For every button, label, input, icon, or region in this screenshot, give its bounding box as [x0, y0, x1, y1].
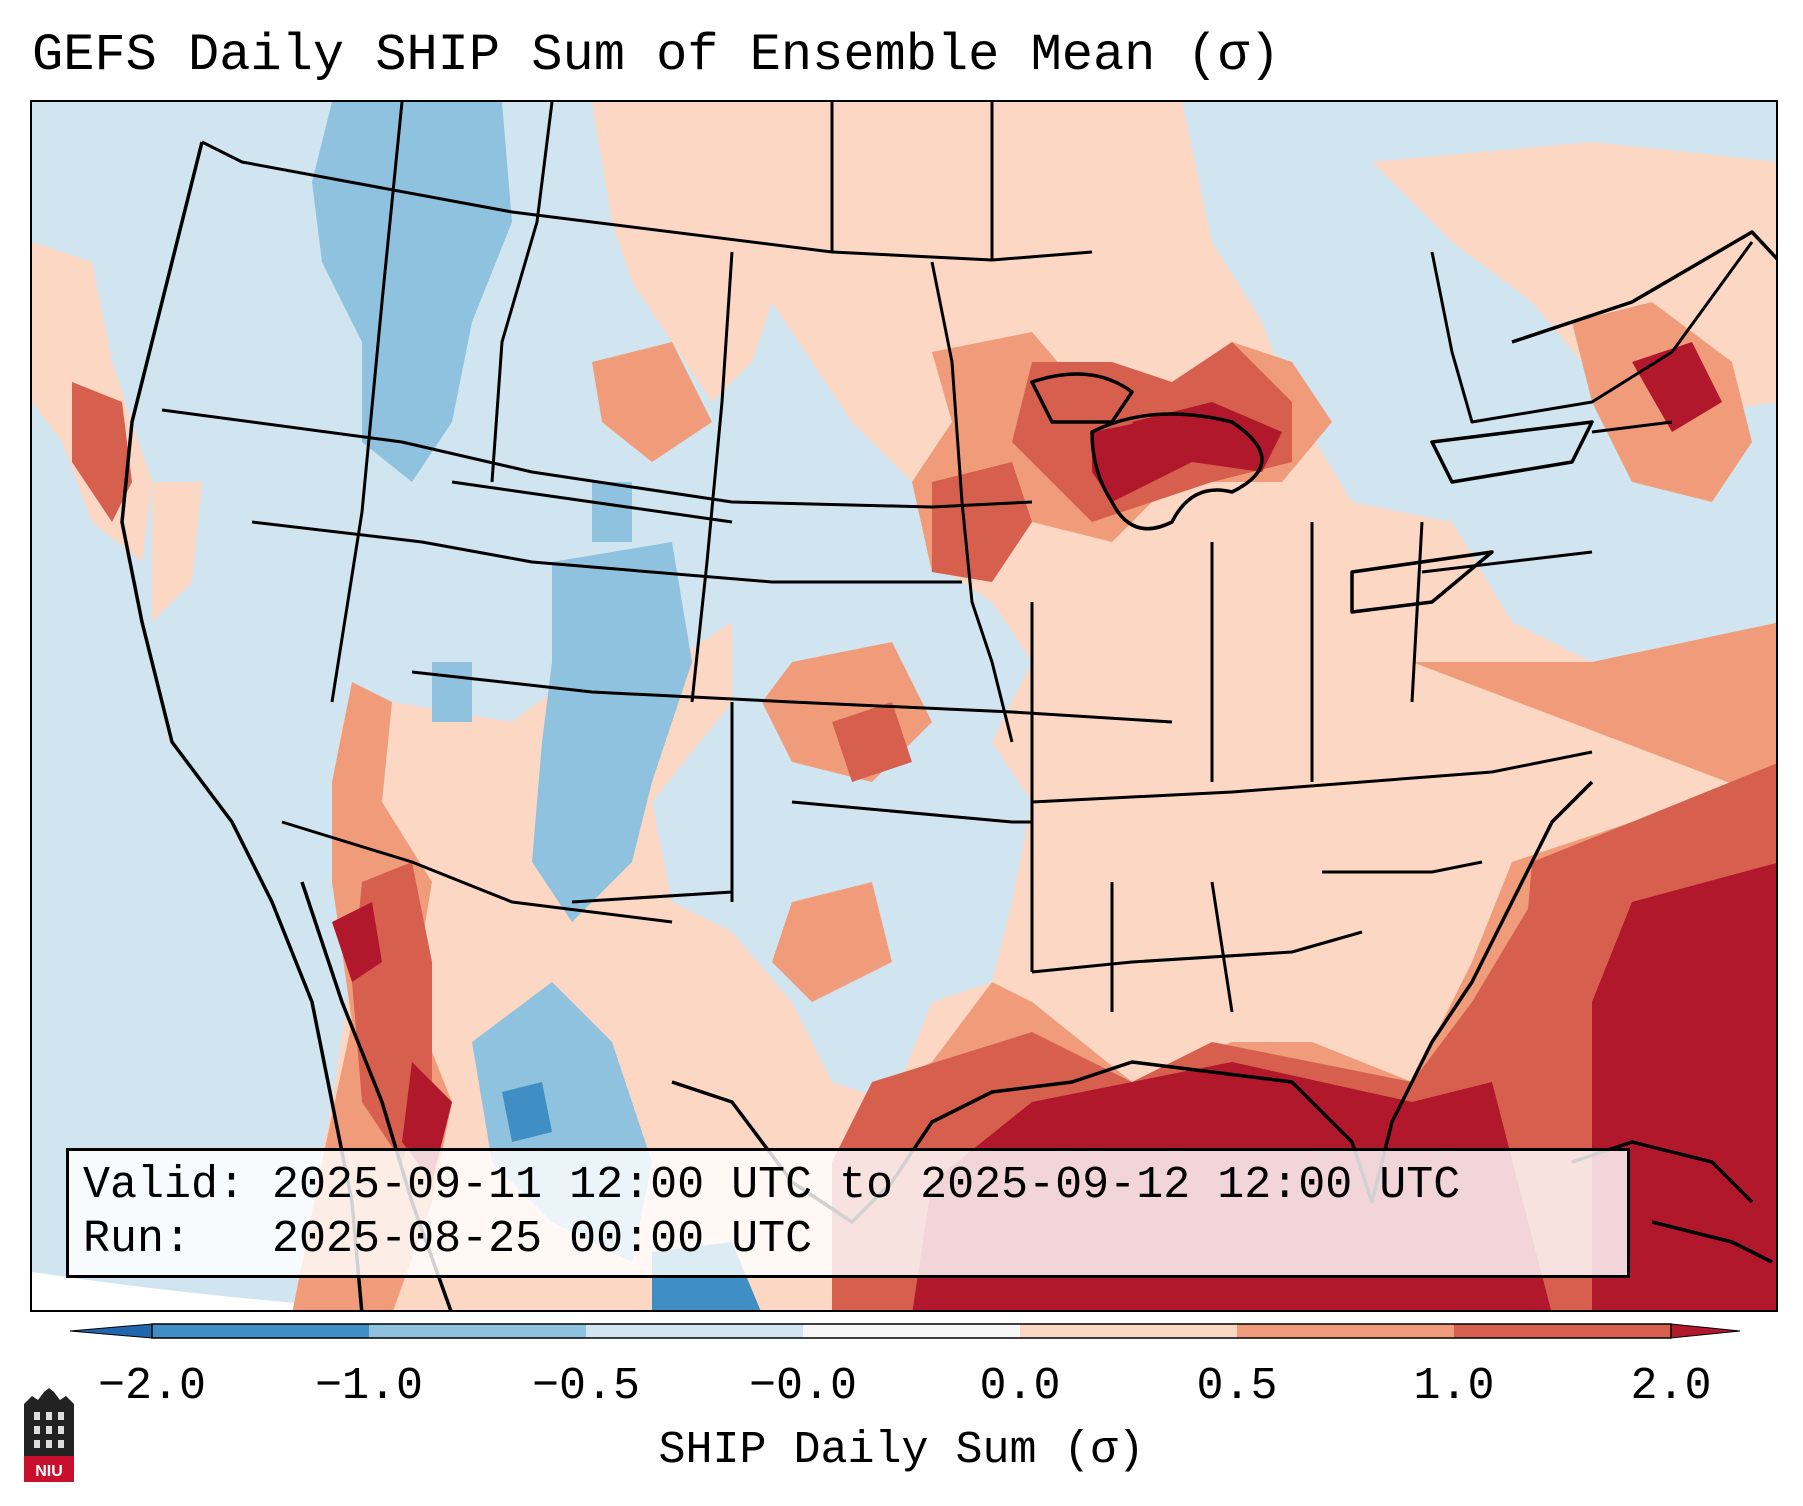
run-value: 2025-08-25 00:00 UTC [272, 1214, 813, 1265]
colorbar-tick-label: −0.0 [748, 1361, 858, 1412]
colorbar-bin-4 [803, 1324, 1020, 1338]
run-label: Run: [83, 1214, 192, 1265]
niu-logo: NIU [24, 1388, 74, 1482]
colorbar-bin-6 [1237, 1324, 1454, 1338]
colorbar [70, 1323, 1740, 1339]
colorbar-tick-label: −0.5 [531, 1361, 641, 1412]
colorbar-bin-5 [1020, 1324, 1237, 1338]
colorbar-tick-label: −1.0 [314, 1361, 424, 1412]
map-title: GEFS Daily SHIP Sum of Ensemble Mean (σ) [32, 26, 1281, 85]
colorbar-tick-label: 0.5 [1196, 1361, 1278, 1412]
colorbar-tick-label: 0.0 [979, 1361, 1061, 1412]
logo-text: NIU [35, 1463, 63, 1480]
map-canvas [32, 102, 1776, 1310]
valid-run-info-box: Valid: 2025-09-11 12:00 UTC to 2025-09-1… [66, 1148, 1630, 1278]
colorbar-high-extend [1670, 1323, 1740, 1339]
valid-value: 2025-09-11 12:00 UTC to 2025-09-12 12:00… [272, 1160, 1461, 1211]
map-panel [30, 100, 1778, 1312]
colorbar-bin-1 [152, 1324, 369, 1338]
colorbar-tick-label: 2.0 [1630, 1361, 1712, 1412]
colorbar-label: SHIP Daily Sum (σ) [658, 1425, 1145, 1476]
colorbar-low-extend [70, 1323, 153, 1339]
colorbar-bin-2 [369, 1324, 586, 1338]
colorbar-tick-label: −2.0 [97, 1361, 207, 1412]
colorbar-bin-3 [586, 1324, 803, 1338]
colorbar-tick-label: 1.0 [1413, 1361, 1495, 1412]
colorbar-bin-7 [1454, 1324, 1671, 1338]
valid-label: Valid: [83, 1160, 246, 1211]
